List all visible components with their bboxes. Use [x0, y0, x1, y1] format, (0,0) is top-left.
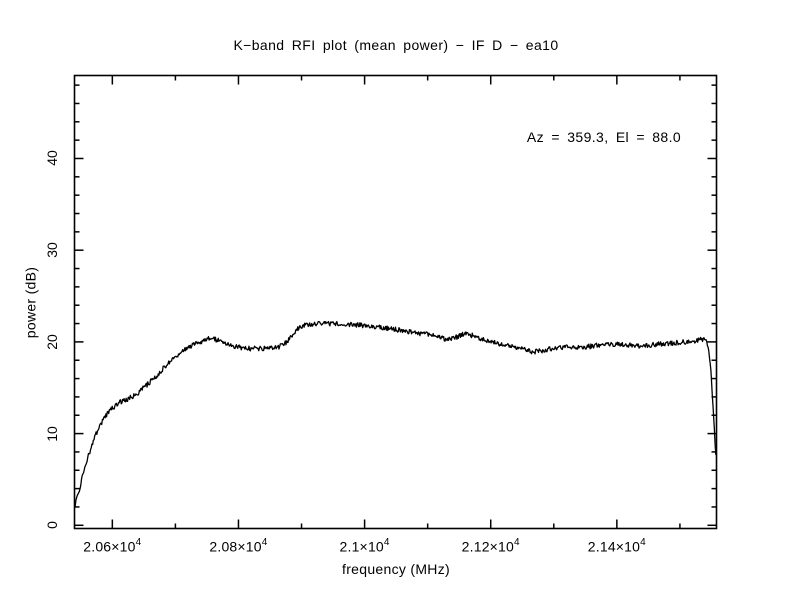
x-axis-label: frequency (MHz) [342, 561, 450, 577]
x-tick-label: 2.14×104 [587, 537, 646, 555]
y-tick-label: 0 [44, 521, 60, 530]
x-tick-label: 2.08×104 [209, 537, 268, 555]
y-tick-label: 20 [44, 334, 60, 350]
x-tick-label: 2.1×104 [339, 537, 390, 555]
y-tick-label: 40 [44, 150, 60, 167]
plot-frame [73, 74, 718, 530]
plot-title: K−band RFI plot (mean power) − IF D − ea… [233, 37, 559, 53]
mean-power-curve [74, 320, 718, 508]
y-tick-label: 30 [44, 242, 60, 258]
y-tick-label: 10 [44, 425, 60, 442]
az-el-annotation: Az = 359.3, El = 88.0 [526, 129, 682, 145]
x-tick-label: 2.12×104 [461, 537, 520, 555]
x-tick-label: 2.06×104 [83, 537, 142, 555]
